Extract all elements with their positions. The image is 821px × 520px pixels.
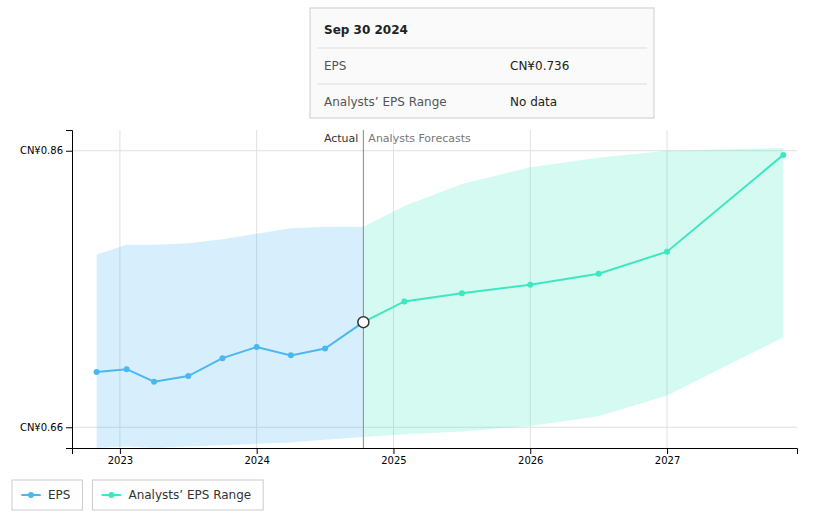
tick-label: CN¥0.66 xyxy=(20,422,63,433)
point xyxy=(124,366,130,372)
range-band xyxy=(363,148,783,437)
grid xyxy=(72,130,797,448)
tick: 2026 xyxy=(518,448,543,466)
series-line xyxy=(363,155,783,322)
legend-item: EPS xyxy=(12,480,82,510)
x-axis: 2023 2024 2025 2026 2027 xyxy=(73,448,798,466)
tooltip-separator xyxy=(317,48,647,49)
tooltip-row-value: No data xyxy=(510,95,557,109)
point xyxy=(151,379,157,385)
tooltip-row-label: EPS xyxy=(324,59,346,73)
point xyxy=(527,282,533,288)
legend-marker xyxy=(108,492,114,498)
tick: 2023 xyxy=(108,448,133,466)
legend: EPS Analysts’ EPS Range xyxy=(12,480,263,510)
point xyxy=(94,369,100,375)
tick-label: 2023 xyxy=(108,455,133,466)
tick-label: 2027 xyxy=(655,455,680,466)
tick: 2027 xyxy=(655,448,680,466)
tick-mark xyxy=(530,448,531,454)
series-line xyxy=(97,322,364,381)
point xyxy=(254,344,260,350)
tooltip-row-label: Analysts’ EPS Range xyxy=(324,95,447,109)
point xyxy=(322,345,328,351)
tooltip-box xyxy=(310,8,654,118)
tooltip-row-value: CN¥0.736 xyxy=(510,59,569,73)
tick: CN¥0.66 xyxy=(20,422,72,433)
highlight-point xyxy=(358,317,369,328)
annotation: Actual xyxy=(324,132,358,145)
point xyxy=(185,373,191,379)
tooltip-separator xyxy=(317,84,647,85)
range-band xyxy=(97,227,364,448)
point xyxy=(596,271,602,277)
tick-label: 2024 xyxy=(244,455,269,466)
point xyxy=(288,352,294,358)
tick-label: 2026 xyxy=(518,455,543,466)
axis-line xyxy=(66,131,73,449)
tick-mark xyxy=(66,151,72,152)
legend-label: EPS xyxy=(48,488,70,502)
legend-label: Analysts’ EPS Range xyxy=(128,488,251,502)
tick-mark xyxy=(120,448,121,454)
tick: 2024 xyxy=(244,448,269,466)
legend-marker xyxy=(28,492,34,498)
tick-mark xyxy=(66,427,72,428)
tooltip: Sep 30 2024 EPS CN¥0.736 Analysts’ EPS Rang… xyxy=(310,8,654,118)
point xyxy=(401,298,407,304)
chart: 2023 2024 2025 2026 2027 CN¥0.66 CN¥0.86 Actual… xyxy=(0,0,821,520)
tooltip-title: Sep 30 2024 xyxy=(324,23,408,37)
point xyxy=(780,152,786,158)
tick-mark xyxy=(667,448,668,454)
legend-item: Analysts’ EPS Range xyxy=(92,480,263,510)
tick-mark xyxy=(257,448,258,454)
point xyxy=(664,249,670,255)
divider xyxy=(363,130,364,448)
marks xyxy=(94,130,787,448)
tick-label: 2025 xyxy=(381,455,406,466)
legend-box xyxy=(92,480,263,510)
plot: 2023 2024 2025 2026 2027 CN¥0.66 CN¥0.86 Actual… xyxy=(20,130,798,466)
annotation: Analysts Forecasts xyxy=(368,132,471,145)
tick: 2025 xyxy=(381,448,406,466)
y-axis: CN¥0.66 CN¥0.86 xyxy=(20,131,73,449)
axis-line xyxy=(73,449,798,455)
tick-mark xyxy=(393,448,394,454)
legend-box xyxy=(12,480,82,510)
point xyxy=(459,290,465,296)
point xyxy=(219,355,225,361)
tick-label: CN¥0.86 xyxy=(20,145,63,156)
tick: CN¥0.86 xyxy=(20,145,72,156)
